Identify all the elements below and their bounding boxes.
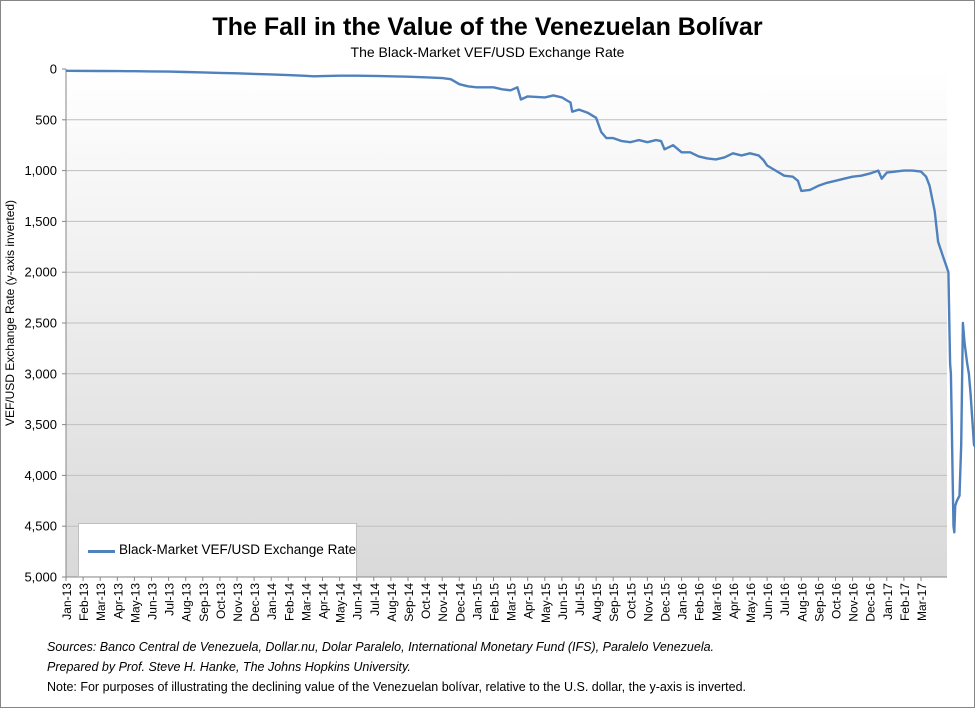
- x-tick-label: Jan-15: [470, 583, 484, 620]
- x-tick-label: Jul-16: [778, 583, 792, 616]
- x-tick-label: Aug-13: [180, 583, 194, 622]
- x-tick-label: Aug-15: [590, 583, 604, 622]
- y-tick-label: 4,500: [24, 519, 57, 534]
- x-tick-label: Dec-14: [453, 583, 467, 622]
- x-tick-label: Jun-15: [556, 583, 570, 620]
- y-tick-label: 1,500: [24, 214, 57, 229]
- x-tick-label: Apr-14: [317, 583, 331, 619]
- x-tick-label: Nov-16: [847, 583, 861, 622]
- x-tick-label: Sep-14: [402, 583, 416, 622]
- x-tick-label: Feb-15: [488, 583, 502, 621]
- x-tick-label: Mar-17: [915, 583, 929, 621]
- x-tick-label: Sep-16: [812, 583, 826, 622]
- y-tick-label: 3,000: [24, 366, 57, 381]
- x-tick-label: Jan-17: [881, 583, 895, 620]
- x-tick-label: Jan-14: [265, 583, 279, 620]
- x-tick-label: Sep-13: [197, 583, 211, 622]
- x-tick-label: Apr-13: [111, 583, 125, 619]
- legend: Black-Market VEF/USD Exchange Rate: [78, 523, 357, 577]
- x-tick-label: Jun-14: [351, 583, 365, 620]
- legend-swatch: [88, 550, 115, 553]
- x-tick-label: Nov-14: [436, 583, 450, 622]
- x-tick-label: Nov-13: [231, 583, 245, 622]
- x-tick-label: Oct-14: [419, 583, 433, 619]
- x-tick-label: Aug-16: [795, 583, 809, 622]
- x-tick-label: Jul-14: [368, 583, 382, 616]
- x-tick-label: Feb-14: [282, 583, 296, 621]
- y-tick-labels: 0 500 1,000 1,500 2,000 2,500 3,000 3,500 4,000 4…: [24, 62, 66, 585]
- x-tick-label: Apr-15: [522, 583, 536, 619]
- x-tick-label: Dec-16: [864, 583, 878, 622]
- x-tick-label: Mar-15: [505, 583, 519, 621]
- x-tick-label: Sep-15: [607, 583, 621, 622]
- x-tick-label: Mar-14: [299, 583, 313, 621]
- x-tick-label: Apr-16: [727, 583, 741, 619]
- x-tick-label: Mar-16: [710, 583, 724, 621]
- x-tick-label: Dec-13: [248, 583, 262, 622]
- y-tick-label: 1,000: [24, 163, 57, 178]
- x-tick-label: Oct-16: [830, 583, 844, 619]
- y-tick-label: 5,000: [24, 570, 57, 585]
- x-tick-label: May-13: [128, 583, 142, 623]
- y-tick-label: 4,000: [24, 468, 57, 483]
- x-tick-label: Aug-14: [385, 583, 399, 622]
- x-tick-label: Mar-13: [94, 583, 108, 621]
- x-tick-labels: Jan-13 Feb-13 Mar-13 Apr-13 May-13 Jun-13 Jul-…: [60, 577, 929, 623]
- y-tick-label: 500: [35, 112, 57, 127]
- x-tick-label: Dec-15: [659, 583, 673, 622]
- x-tick-label: Feb-13: [77, 583, 91, 621]
- x-tick-label: Oct-13: [214, 583, 228, 619]
- series-group: [65, 69, 975, 534]
- x-tick-label: Jun-16: [761, 583, 775, 620]
- x-tick-label: Nov-15: [641, 583, 655, 622]
- x-tick-label: Jul-13: [163, 583, 177, 616]
- y-tick-label: 3,500: [24, 417, 57, 432]
- sources-note: Sources: Banco Central de Venezuela, Dol…: [47, 640, 715, 654]
- x-tick-label: May-16: [744, 583, 758, 623]
- x-tick-label: Feb-16: [693, 583, 707, 621]
- axis-note: Note: For purposes of illustrating the d…: [47, 680, 746, 694]
- legend-label: Black-Market VEF/USD Exchange Rate: [119, 542, 357, 557]
- chart-title: The Fall in the Value of the Venezuelan …: [212, 13, 763, 41]
- x-tick-label: Jun-13: [146, 583, 160, 620]
- y-tick-label: 0: [50, 62, 57, 77]
- x-tick-label: Jan-13: [60, 583, 74, 620]
- prepared-note: Prepared by Prof. Steve H. Hanke, The Jo…: [47, 660, 411, 674]
- series-line: [65, 69, 975, 534]
- x-tick-label: Jul-15: [573, 583, 587, 616]
- y-tick-label: 2,500: [24, 316, 57, 331]
- x-tick-label: Feb-17: [898, 583, 912, 621]
- y-tick-label: 2,000: [24, 265, 57, 280]
- x-tick-label: May-14: [334, 583, 348, 623]
- x-tick-label: Jan-16: [676, 583, 690, 620]
- chart-subtitle: The Black-Market VEF/USD Exchange Rate: [350, 44, 625, 60]
- x-tick-label: Oct-15: [624, 583, 638, 619]
- x-tick-label: May-15: [539, 583, 553, 623]
